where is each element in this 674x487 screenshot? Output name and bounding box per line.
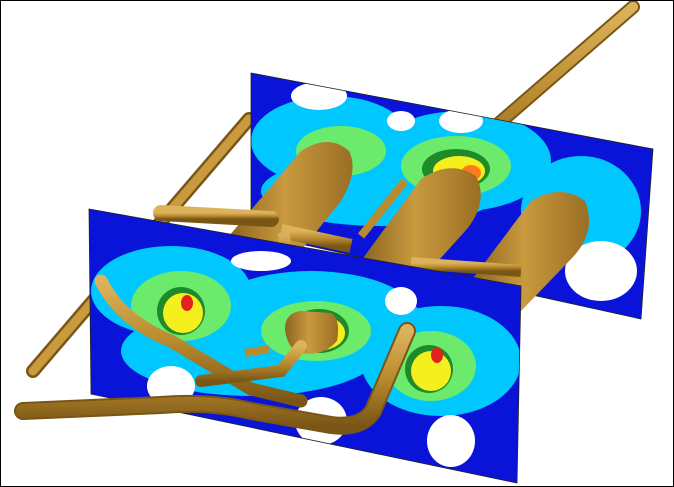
burner-middle — [361, 168, 481, 291]
front-inlet-pipes — [14, 274, 416, 435]
burner-left — [229, 142, 353, 263]
burner-right — [471, 192, 589, 311]
